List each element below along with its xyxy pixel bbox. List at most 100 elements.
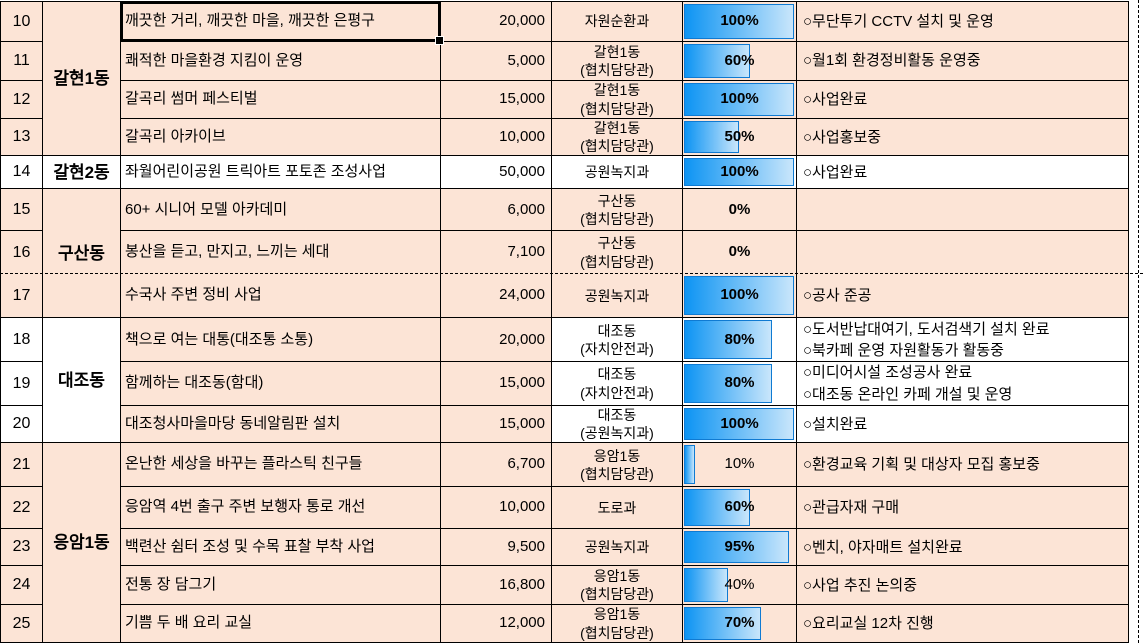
district-cell[interactable]: 갈현1동 — [42, 0, 121, 157]
budget-cell[interactable]: 10,000 — [440, 486, 552, 530]
budget-cell[interactable]: 15,000 — [440, 361, 552, 406]
project-name-cell[interactable]: 봉산을 듣고, 만지고, 느끼는 세대 — [120, 230, 441, 274]
progress-cell[interactable]: 70% — [682, 604, 797, 643]
remark-cell[interactable]: ○사업홍보중 — [796, 117, 1129, 157]
progress-cell[interactable]: 80% — [682, 317, 797, 363]
budget-cell[interactable]: 6,700 — [440, 442, 552, 488]
department-cell[interactable]: 응암1동 (협치담당관) — [551, 604, 683, 643]
project-name-cell[interactable]: 수국사 주변 정비 사업 — [120, 273, 441, 319]
remark-cell[interactable]: ○사업완료 — [796, 80, 1129, 119]
department-cell[interactable]: 대조동 (자치안전과) — [551, 317, 683, 363]
project-name-cell[interactable]: 60+ 시니어 모델 아카데미 — [120, 188, 441, 232]
row-number-cell[interactable]: 19 — [0, 361, 43, 406]
project-name-cell[interactable]: 갈곡리 아카이브 — [120, 117, 441, 157]
progress-cell[interactable]: 80% — [682, 361, 797, 406]
project-name-cell[interactable]: 쾌적한 마을환경 지킴이 운영 — [120, 41, 441, 81]
row-number-cell[interactable]: 11 — [0, 41, 43, 81]
row-number-cell[interactable]: 25 — [0, 604, 43, 643]
budget-cell[interactable]: 50,000 — [440, 155, 552, 190]
department-cell[interactable]: 공원녹지과 — [551, 155, 683, 190]
department-cell[interactable]: 응암1동 (협치담당관) — [551, 442, 683, 488]
budget-cell[interactable]: 24,000 — [440, 273, 552, 319]
project-name-cell[interactable]: 전통 장 담그기 — [120, 565, 441, 606]
progress-cell[interactable]: 0% — [682, 230, 797, 274]
budget-cell[interactable]: 15,000 — [440, 404, 552, 444]
progress-cell[interactable]: 100% — [682, 273, 797, 319]
remark-cell[interactable]: ○도서반납대여기, 도서검색기 설치 완료 ○북카페 운영 자원활동가 활동중 — [796, 317, 1129, 363]
row-number-cell[interactable]: 10 — [0, 1, 43, 42]
remark-cell[interactable]: ○벤치, 야자매트 설치완료 — [796, 528, 1129, 567]
project-name-cell[interactable]: 기쁨 두 배 요리 교실 — [120, 604, 441, 643]
row-number-cell[interactable]: 23 — [0, 528, 43, 567]
project-name-cell[interactable]: 대조청사마을마당 동네알림판 설치 — [120, 404, 441, 444]
department-cell[interactable]: 자원순환과 — [551, 1, 683, 42]
remark-cell[interactable]: ○요리교실 12차 진행 — [796, 604, 1129, 643]
project-name-cell[interactable]: 깨끗한 거리, 깨끗한 마을, 깨끗한 은평구 — [120, 1, 444, 45]
budget-cell[interactable]: 12,000 — [440, 604, 552, 643]
project-name-cell[interactable]: 응암역 4번 출구 주변 보행자 통로 개선 — [120, 486, 441, 530]
budget-cell[interactable]: 10,000 — [440, 117, 552, 157]
project-name-cell[interactable]: 좌월어린이공원 트릭아트 포토존 조성사업 — [120, 155, 441, 190]
progress-cell[interactable]: 95% — [682, 528, 797, 567]
department-cell[interactable]: 갈현1동 (협치담당관) — [551, 41, 683, 81]
budget-cell[interactable]: 9,500 — [440, 528, 552, 567]
project-name-cell[interactable]: 함께하는 대조동(함대) — [120, 361, 441, 406]
row-number-cell[interactable]: 15 — [0, 188, 43, 232]
district-cell[interactable]: 응암1동 — [42, 442, 121, 643]
department-cell[interactable]: 갈현1동 (협치담당관) — [551, 80, 683, 119]
row-number-cell[interactable]: 24 — [0, 565, 43, 606]
department-cell[interactable]: 구산동 (협치담당관) — [551, 188, 683, 232]
remark-cell[interactable] — [796, 230, 1129, 274]
project-name-cell[interactable]: 백련산 쉼터 조성 및 수목 표찰 부착 사업 — [120, 528, 441, 567]
row-number-cell[interactable]: 14 — [0, 155, 43, 190]
row-number-cell[interactable]: 18 — [0, 317, 43, 363]
row-number-cell[interactable]: 21 — [0, 442, 43, 488]
remark-cell[interactable]: ○환경교육 기획 및 대상자 모집 홍보중 — [796, 442, 1129, 488]
row-number-cell[interactable]: 17 — [0, 273, 43, 319]
row-number-cell[interactable]: 16 — [0, 230, 43, 274]
department-cell[interactable]: 갈현1동 (협치담당관) — [551, 117, 683, 157]
progress-cell[interactable]: 0% — [682, 188, 797, 232]
budget-cell[interactable]: 7,100 — [440, 230, 552, 274]
progress-cell[interactable]: 100% — [682, 80, 797, 119]
project-name-cell[interactable]: 책으로 여는 대통(대조통 소통) — [120, 317, 441, 363]
remark-cell[interactable]: ○사업완료 — [796, 155, 1129, 190]
budget-cell[interactable]: 20,000 — [440, 317, 552, 363]
department-cell[interactable]: 공원녹지과 — [551, 528, 683, 567]
budget-cell[interactable]: 20,000 — [440, 1, 552, 42]
row-number-cell[interactable]: 22 — [0, 486, 43, 530]
row-number-cell[interactable]: 12 — [0, 80, 43, 119]
row-number-cell[interactable]: 13 — [0, 117, 43, 157]
remark-cell[interactable]: ○미디어시설 조성공사 완료 ○대조동 온라인 카페 개설 및 운영 — [796, 361, 1129, 406]
project-name-cell[interactable]: 온난한 세상을 바꾸는 플라스틱 친구들 — [120, 442, 441, 488]
remark-cell[interactable]: ○공사 준공 — [796, 273, 1129, 319]
remark-cell[interactable]: ○월1회 환경정비활동 운영중 — [796, 41, 1129, 81]
remark-cell[interactable]: ○설치완료 — [796, 404, 1129, 444]
budget-cell[interactable]: 5,000 — [440, 41, 552, 81]
remark-cell[interactable] — [796, 188, 1129, 232]
remark-cell[interactable]: ○무단투기 CCTV 설치 및 운영 — [796, 1, 1129, 42]
district-cell[interactable]: 대조동 — [42, 317, 121, 444]
budget-cell[interactable]: 16,800 — [440, 565, 552, 606]
remark-cell[interactable]: ○관급자재 구매 — [796, 486, 1129, 530]
district-cell[interactable]: 구산동 — [42, 188, 121, 319]
progress-cell[interactable]: 10% — [682, 442, 797, 488]
remark-cell[interactable]: ○사업 추진 논의중 — [796, 565, 1129, 606]
progress-cell[interactable]: 40% — [682, 565, 797, 606]
progress-cell[interactable]: 100% — [682, 155, 797, 190]
row-number-cell[interactable]: 20 — [0, 404, 43, 444]
progress-cell[interactable]: 60% — [682, 41, 797, 81]
budget-cell[interactable]: 6,000 — [440, 188, 552, 232]
department-cell[interactable]: 구산동 (협치담당관) — [551, 230, 683, 274]
progress-cell[interactable]: 60% — [682, 486, 797, 530]
project-name-cell[interactable]: 갈곡리 썸머 페스티벌 — [120, 80, 441, 119]
selection-fill-handle[interactable] — [435, 36, 444, 45]
department-cell[interactable]: 응암1동 (협치담당관) — [551, 565, 683, 606]
department-cell[interactable]: 대조동 (공원녹지과) — [551, 404, 683, 444]
progress-cell[interactable]: 100% — [682, 1, 797, 42]
progress-cell[interactable]: 100% — [682, 404, 797, 444]
department-cell[interactable]: 도로과 — [551, 486, 683, 530]
district-cell[interactable]: 갈현2동 — [42, 155, 121, 190]
budget-cell[interactable]: 15,000 — [440, 80, 552, 119]
progress-cell[interactable]: 50% — [682, 117, 797, 157]
